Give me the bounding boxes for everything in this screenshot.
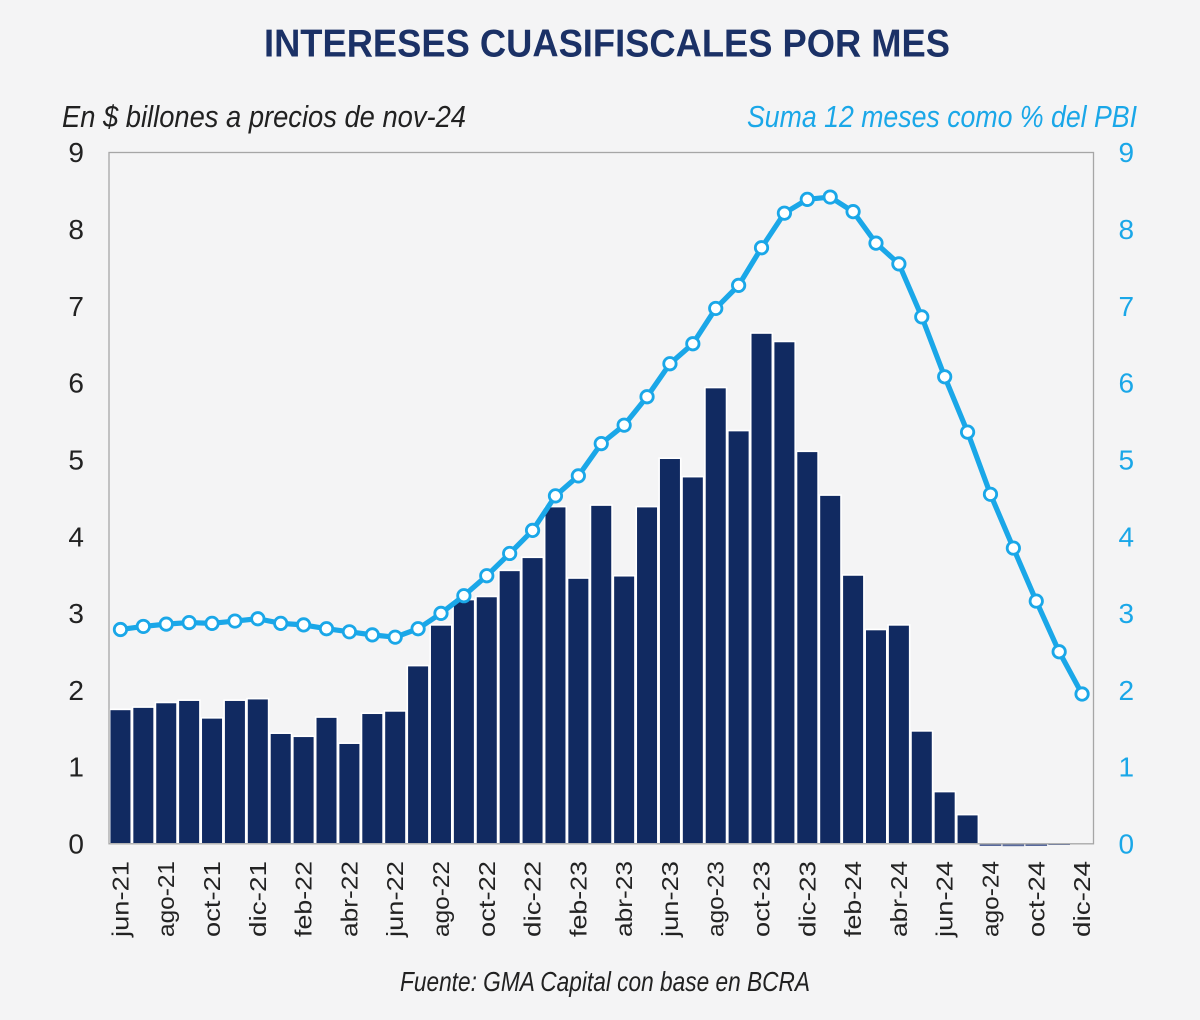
svg-text:dic-22: dic-22 bbox=[520, 861, 546, 937]
svg-text:2: 2 bbox=[1119, 675, 1135, 706]
svg-text:abr-23: abr-23 bbox=[611, 861, 637, 937]
svg-text:En $ billones a precios de nov: En $ billones a precios de nov-24 bbox=[62, 99, 466, 134]
svg-text:3: 3 bbox=[1119, 598, 1135, 629]
svg-text:ago-21: ago-21 bbox=[153, 861, 179, 937]
svg-text:abr-22: abr-22 bbox=[336, 861, 362, 937]
svg-text:oct-24: oct-24 bbox=[1023, 861, 1049, 937]
svg-text:dic-21: dic-21 bbox=[245, 861, 271, 937]
svg-text:6: 6 bbox=[68, 368, 84, 399]
svg-text:9: 9 bbox=[68, 137, 84, 168]
svg-text:4: 4 bbox=[1119, 521, 1135, 552]
svg-text:INTERESES CUASIFISCALES POR ME: INTERESES CUASIFISCALES POR MES bbox=[264, 23, 950, 66]
svg-text:oct-22: oct-22 bbox=[474, 861, 500, 937]
svg-text:5: 5 bbox=[1119, 444, 1135, 475]
svg-text:ago-24: ago-24 bbox=[978, 861, 1004, 937]
svg-text:jun-24: jun-24 bbox=[932, 861, 958, 938]
svg-text:7: 7 bbox=[1119, 291, 1135, 322]
svg-text:1: 1 bbox=[68, 752, 84, 783]
svg-text:6: 6 bbox=[1119, 368, 1135, 399]
svg-text:dic-24: dic-24 bbox=[1069, 861, 1095, 937]
svg-text:feb-22: feb-22 bbox=[291, 861, 317, 937]
svg-text:5: 5 bbox=[68, 444, 84, 475]
svg-text:oct-21: oct-21 bbox=[199, 861, 225, 937]
svg-text:oct-23: oct-23 bbox=[749, 861, 775, 937]
svg-text:jun-22: jun-22 bbox=[382, 861, 408, 938]
svg-text:feb-23: feb-23 bbox=[565, 861, 591, 937]
svg-text:Fuente: GMA Capital con base e: Fuente: GMA Capital con base en BCRA bbox=[400, 966, 810, 997]
svg-text:0: 0 bbox=[68, 829, 84, 860]
svg-text:7: 7 bbox=[68, 291, 84, 322]
svg-text:jun-23: jun-23 bbox=[657, 861, 683, 938]
svg-text:9: 9 bbox=[1119, 137, 1135, 168]
svg-text:Suma 12 meses como % del PBI: Suma 12 meses como % del PBI bbox=[747, 99, 1137, 134]
svg-text:3: 3 bbox=[68, 598, 84, 629]
svg-text:1: 1 bbox=[1119, 752, 1135, 783]
svg-text:8: 8 bbox=[1119, 214, 1135, 245]
svg-text:abr-24: abr-24 bbox=[886, 861, 912, 937]
svg-text:dic-23: dic-23 bbox=[794, 861, 820, 937]
svg-text:feb-24: feb-24 bbox=[840, 861, 866, 937]
svg-text:ago-22: ago-22 bbox=[428, 861, 454, 937]
svg-text:2: 2 bbox=[68, 675, 84, 706]
svg-text:jun-21: jun-21 bbox=[107, 861, 133, 938]
svg-text:ago-23: ago-23 bbox=[703, 861, 729, 937]
svg-text:8: 8 bbox=[68, 214, 84, 245]
svg-text:4: 4 bbox=[68, 521, 84, 552]
svg-text:0: 0 bbox=[1119, 829, 1135, 860]
